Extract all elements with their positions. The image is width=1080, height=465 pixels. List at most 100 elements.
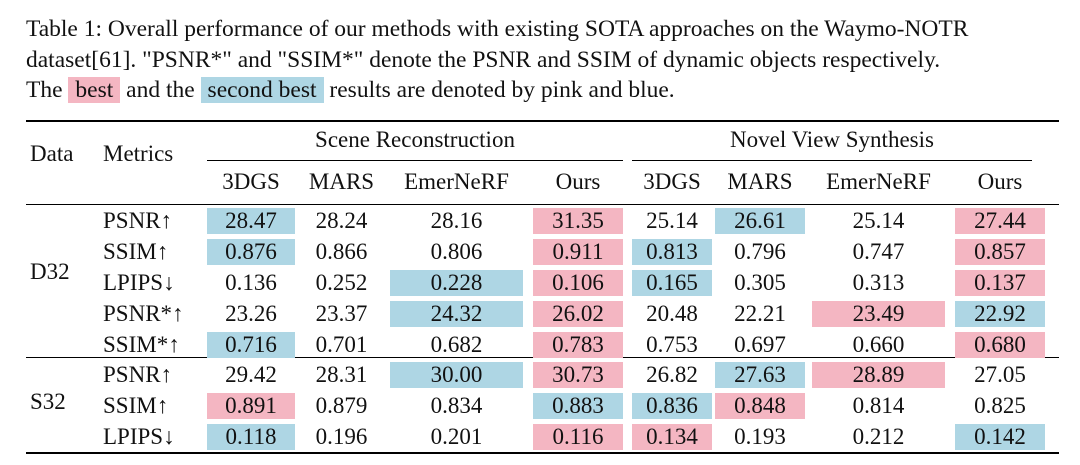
table-cell: 24.32	[390, 301, 523, 327]
table-cell: 27.63	[715, 362, 805, 388]
table-cell: 0.660	[852, 332, 905, 357]
table-cell: 0.879	[315, 393, 368, 418]
column-header-metrics: Metrics	[103, 141, 174, 166]
table-cell: 0.212	[852, 424, 905, 449]
group-header-scene-reconstruction: Scene Reconstruction	[315, 127, 515, 152]
method-header-ours-scene: Ours	[555, 169, 601, 194]
method-header-3dgs-novel: 3DGS	[643, 169, 701, 194]
table-cell: 0.834	[430, 393, 483, 418]
metric-label: PSNR↑	[103, 362, 173, 387]
table-cell: 26.02	[533, 301, 623, 327]
column-header-data: Data	[30, 141, 74, 166]
caption-line-3: The best and the second best results are…	[26, 75, 1066, 106]
header-bottom-rule	[26, 204, 1059, 205]
table-cell: 27.44	[955, 208, 1045, 234]
table-cell: 30.73	[533, 362, 623, 388]
metric-label: PSNR*↑	[103, 301, 184, 326]
method-header-mars-novel: MARS	[727, 169, 793, 194]
table-cell: 28.89	[812, 362, 945, 388]
table-cell: 26.82	[646, 362, 698, 387]
table-cell: 0.891	[207, 393, 295, 419]
table-bottom-rule	[26, 452, 1059, 454]
table-cell: 28.16	[430, 208, 483, 233]
metric-label: LPIPS↓	[103, 424, 175, 449]
table-cell: 29.42	[225, 362, 277, 387]
table-cell: 0.783	[533, 332, 623, 358]
table-cell: 23.49	[812, 301, 945, 327]
table-cell: 0.753	[646, 332, 698, 357]
table-cell: 0.848	[715, 393, 805, 419]
table-cell: 0.911	[533, 239, 623, 265]
table-cell: 0.196	[315, 424, 368, 449]
table-cell: 0.883	[533, 393, 623, 419]
novel-group-underline	[632, 160, 1032, 161]
caption-line-3-prefix: The	[26, 77, 63, 103]
table-cell: 0.813	[632, 239, 712, 265]
table-cell: 0.876	[207, 239, 295, 265]
caption-line-3-suffix: results are denoted by pink and blue.	[329, 77, 675, 103]
table-cell: 20.48	[646, 301, 698, 326]
table-cell: 0.252	[315, 270, 368, 295]
table-cell: 0.313	[852, 270, 905, 295]
metric-label: SSIM↑	[103, 239, 169, 264]
table-cell: 23.37	[315, 301, 368, 326]
table-cell: 0.814	[852, 393, 905, 418]
table-top-rule	[26, 120, 1059, 122]
method-header-mars-scene: MARS	[308, 169, 375, 194]
table-cell: 0.806	[430, 239, 483, 264]
table-cell: 0.796	[734, 239, 786, 264]
table-cell: 0.857	[955, 239, 1045, 265]
table-cell: 0.165	[632, 270, 712, 296]
table-caption: Table 1: Overall performance of our meth…	[26, 14, 1066, 106]
second-best-legend-swatch: second best	[200, 77, 324, 103]
method-header-emernerf-novel: EmerNeRF	[826, 169, 931, 194]
table-cell: 0.747	[852, 239, 905, 264]
table-cell: 0.680	[955, 332, 1045, 358]
group-header-novel-view-synthesis: Novel View Synthesis	[730, 127, 934, 152]
table-cell: 22.92	[955, 301, 1045, 327]
table-cell: 28.24	[315, 208, 368, 233]
table-cell: 0.134	[632, 424, 712, 450]
table-cell: 0.701	[315, 332, 368, 357]
table-cell: 31.35	[533, 208, 623, 234]
table-cell: 0.137	[955, 270, 1045, 296]
method-header-emernerf-scene: EmerNeRF	[404, 169, 509, 194]
table-cell: 0.136	[225, 270, 277, 295]
caption-line-2: dataset[61]. "PSNR*" and "SSIM*" denote …	[26, 46, 941, 73]
table-cell: 0.193	[734, 424, 786, 449]
caption-line-1: Table 1: Overall performance of our meth…	[26, 16, 969, 42]
table-cell: 30.00	[390, 362, 523, 388]
data-split-label: S32	[30, 389, 66, 414]
table-cell: 0.142	[955, 424, 1045, 450]
metric-label: PSNR↑	[103, 208, 173, 233]
metric-label: LPIPS↓	[103, 270, 175, 295]
table-cell: 26.61	[715, 208, 805, 234]
table-cell: 0.836	[632, 393, 712, 419]
best-legend-swatch: best	[68, 77, 121, 103]
table-cell: 25.14	[646, 208, 698, 233]
table-cell: 0.866	[315, 239, 368, 264]
table-cell: 0.228	[390, 270, 523, 296]
table-cell: 0.682	[430, 332, 483, 357]
table-cell: 0.825	[974, 393, 1026, 418]
table-cell: 0.201	[430, 424, 483, 449]
method-header-ours-novel: Ours	[977, 169, 1023, 194]
table-cell: 28.47	[207, 208, 295, 234]
table-cell: 22.21	[734, 301, 786, 326]
table-cell: 0.716	[207, 332, 295, 358]
data-split-label: D32	[30, 259, 70, 284]
table-cell: 28.31	[315, 362, 368, 387]
method-header-3dgs-scene: 3DGS	[222, 169, 280, 194]
table-cell: 27.05	[974, 362, 1026, 387]
table-cell: 0.106	[533, 270, 623, 296]
metric-label: SSIM*↑	[103, 332, 180, 357]
metric-label: SSIM↑	[103, 393, 169, 418]
scene-group-underline	[207, 160, 623, 161]
table-cell: 25.14	[852, 208, 905, 233]
table-cell: 0.118	[207, 424, 295, 450]
table-cell: 0.305	[734, 270, 786, 295]
caption-line-3-mid: and the	[126, 77, 195, 103]
table-cell: 0.116	[533, 424, 623, 450]
table-cell: 0.697	[734, 332, 786, 357]
table-cell: 23.26	[225, 301, 277, 326]
